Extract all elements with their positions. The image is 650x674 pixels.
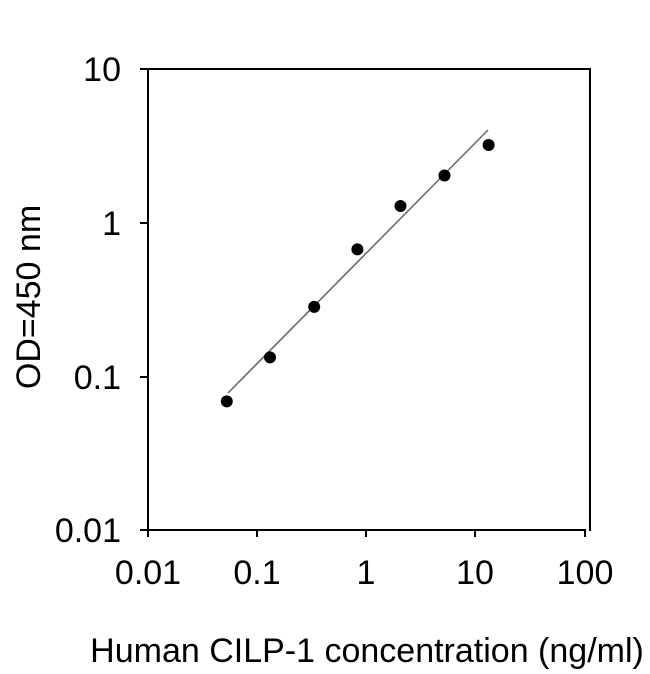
svg-text:Human CILP-1 concentration (ng: Human CILP-1 concentration (ng/ml) bbox=[90, 632, 644, 670]
svg-text:0.01: 0.01 bbox=[55, 512, 121, 550]
svg-text:100: 100 bbox=[557, 554, 614, 592]
svg-text:OD=450 nm: OD=450 nm bbox=[10, 205, 48, 389]
svg-text:10: 10 bbox=[83, 51, 121, 89]
svg-text:0.1: 0.1 bbox=[233, 554, 280, 592]
svg-text:1: 1 bbox=[102, 205, 121, 243]
svg-text:10: 10 bbox=[456, 554, 494, 592]
svg-text:1: 1 bbox=[357, 554, 376, 592]
svg-text:0.01: 0.01 bbox=[115, 554, 181, 592]
svg-text:0.1: 0.1 bbox=[74, 359, 121, 397]
